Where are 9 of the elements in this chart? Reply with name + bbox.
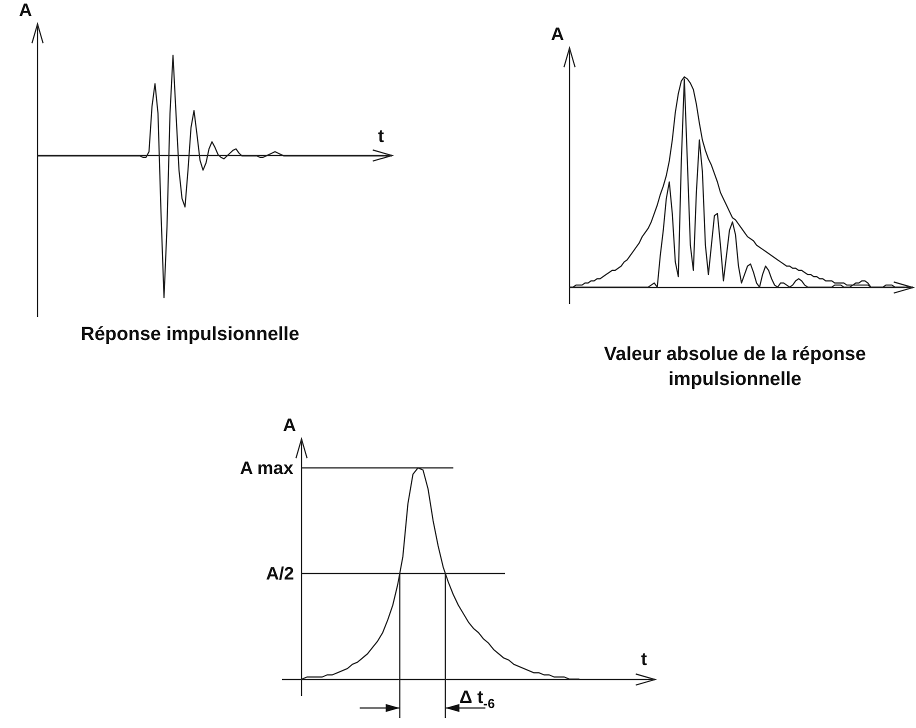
ref-line-label: A/2 bbox=[266, 564, 294, 584]
y-axis-title: A bbox=[283, 415, 296, 435]
x-axis-title: t bbox=[378, 126, 384, 146]
text: Réponse impulsionnelle bbox=[80, 323, 300, 347]
x-axis-title: t bbox=[641, 649, 647, 670]
text: Valeur absolue de la réponse impulsionnelle bbox=[603, 343, 867, 392]
y-axis-title: A bbox=[19, 0, 32, 20]
ref-line-label: A max bbox=[240, 458, 294, 478]
y-axis-title: A bbox=[551, 24, 564, 44]
